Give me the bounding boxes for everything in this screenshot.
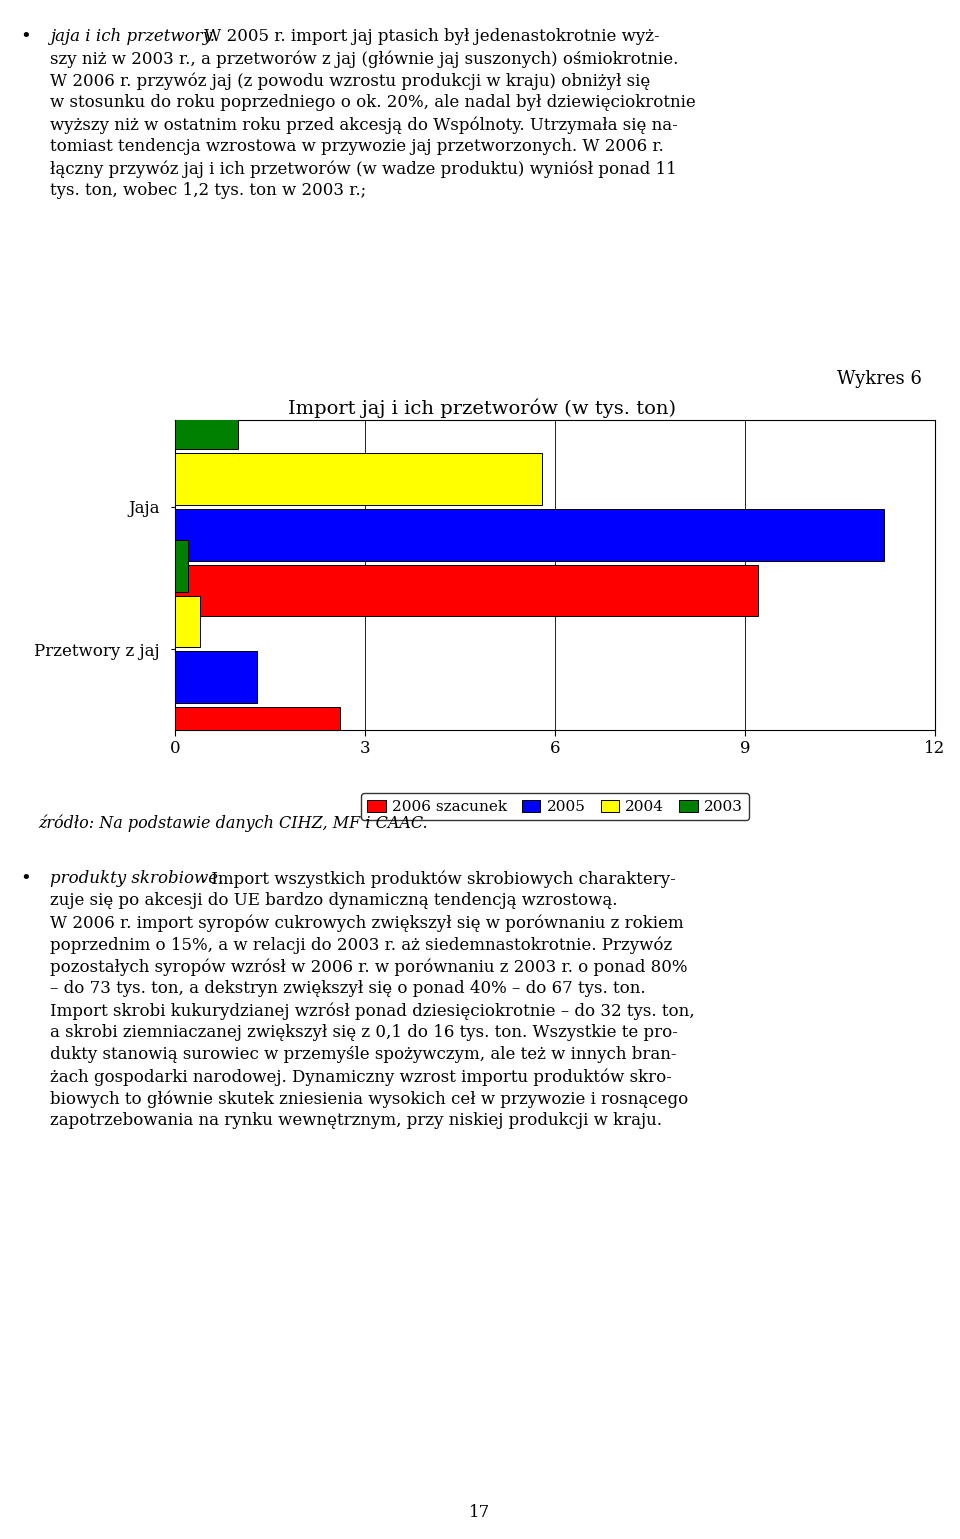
Text: poprzednim o 15%, a w relacji do 2003 r. aż siedemnastokrotnie. Przywóz: poprzednim o 15%, a w relacji do 2003 r.…	[50, 936, 672, 954]
Text: zuje się po akcesji do UE bardzo dynamiczną tendencją wzrostową.: zuje się po akcesji do UE bardzo dynamic…	[50, 893, 617, 910]
Text: produkty skrobiowe.: produkty skrobiowe.	[50, 870, 224, 886]
Text: źródło: Na podstawie danych CIHZ, MF i CAAC.: źródło: Na podstawie danych CIHZ, MF i C…	[38, 816, 428, 833]
Text: jaja i ich przetwory.: jaja i ich przetwory.	[50, 28, 215, 45]
Text: a skrobi ziemniaczanej zwiększył się z 0,1 do 16 tys. ton. Wszystkie te pro-: a skrobi ziemniaczanej zwiększył się z 0…	[50, 1023, 678, 1040]
Text: tys. ton, wobec 1,2 tys. ton w 2003 r.;: tys. ton, wobec 1,2 tys. ton w 2003 r.;	[50, 182, 366, 199]
Text: łączny przywóz jaj i ich przetworów (w wadze produktu) wyniósł ponad 11: łączny przywóz jaj i ich przetworów (w w…	[50, 160, 677, 177]
Text: W 2006 r. import syropów cukrowych zwiększył się w porównaniu z rokiem: W 2006 r. import syropów cukrowych zwięk…	[50, 914, 684, 931]
Text: dukty stanowią surowiec w przemyśle spożywczym, ale też w innych bran-: dukty stanowią surowiec w przemyśle spoż…	[50, 1047, 677, 1063]
Bar	[175, 706, 340, 759]
Text: wyższy niż w ostatnim roku przed akcesją do Wspólnoty. Utrzymała się na-: wyższy niż w ostatnim roku przed akcesją…	[50, 115, 678, 134]
Text: biowych to głównie skutek zniesienia wysokich ceł w przywozie i rosnącego: biowych to głównie skutek zniesienia wys…	[50, 1090, 688, 1108]
Text: zapotrzebowania na rynku wewnętrznym, przy niskiej produkcji w kraju.: zapotrzebowania na rynku wewnętrznym, pr…	[50, 1113, 662, 1130]
Text: tomiast tendencja wzrostowa w przywozie jaj przetworzonych. W 2006 r.: tomiast tendencja wzrostowa w przywozie …	[50, 139, 663, 155]
Text: 17: 17	[469, 1504, 491, 1521]
Text: w stosunku do roku poprzedniego o ok. 20%, ale nadal był dziewięciokrotnie: w stosunku do roku poprzedniego o ok. 20…	[50, 94, 696, 111]
Text: W 2005 r. import jaj ptasich był jedenastokrotnie wyż-: W 2005 r. import jaj ptasich był jedenas…	[199, 28, 660, 45]
Text: żach gospodarki narodowej. Dynamiczny wzrost importu produktów skro-: żach gospodarki narodowej. Dynamiczny wz…	[50, 1068, 672, 1085]
Bar	[175, 651, 257, 703]
Text: •: •	[20, 870, 31, 888]
Legend: 2006 szacunek, 2005, 2004, 2003: 2006 szacunek, 2005, 2004, 2003	[361, 794, 749, 820]
Text: W 2006 r. przywóz jaj (z powodu wzrostu produkcji w kraju) obniżył się: W 2006 r. przywóz jaj (z powodu wzrostu …	[50, 72, 650, 89]
Text: szy niż w 2003 r., a przetworów z jaj (głównie jaj suszonych) ośmiokrotnie.: szy niż w 2003 r., a przetworów z jaj (g…	[50, 49, 679, 68]
Text: Wykres 6: Wykres 6	[837, 369, 922, 388]
Text: •: •	[20, 28, 31, 46]
Bar	[175, 596, 201, 648]
Text: Import jaj i ich przetworów (w tys. ton): Import jaj i ich przetworów (w tys. ton)	[288, 399, 676, 417]
Text: pozostałych syropów wzrósł w 2006 r. w porównaniu z 2003 r. o ponad 80%: pozostałych syropów wzrósł w 2006 r. w p…	[50, 957, 687, 976]
Bar	[175, 540, 187, 591]
Text: Import wszystkich produktów skrobiowych charaktery-: Import wszystkich produktów skrobiowych …	[206, 870, 676, 888]
Text: – do 73 tys. ton, a dekstryn zwiększył się o ponad 40% – do 67 tys. ton.: – do 73 tys. ton, a dekstryn zwiększył s…	[50, 980, 646, 997]
Bar	[175, 397, 238, 449]
Text: Import skrobi kukurydzianej wzrósł ponad dziesięciokrotnie – do 32 tys. ton,: Import skrobi kukurydzianej wzrósł ponad…	[50, 1002, 695, 1019]
Bar	[175, 565, 757, 617]
Bar	[175, 452, 542, 505]
Bar	[175, 509, 884, 560]
